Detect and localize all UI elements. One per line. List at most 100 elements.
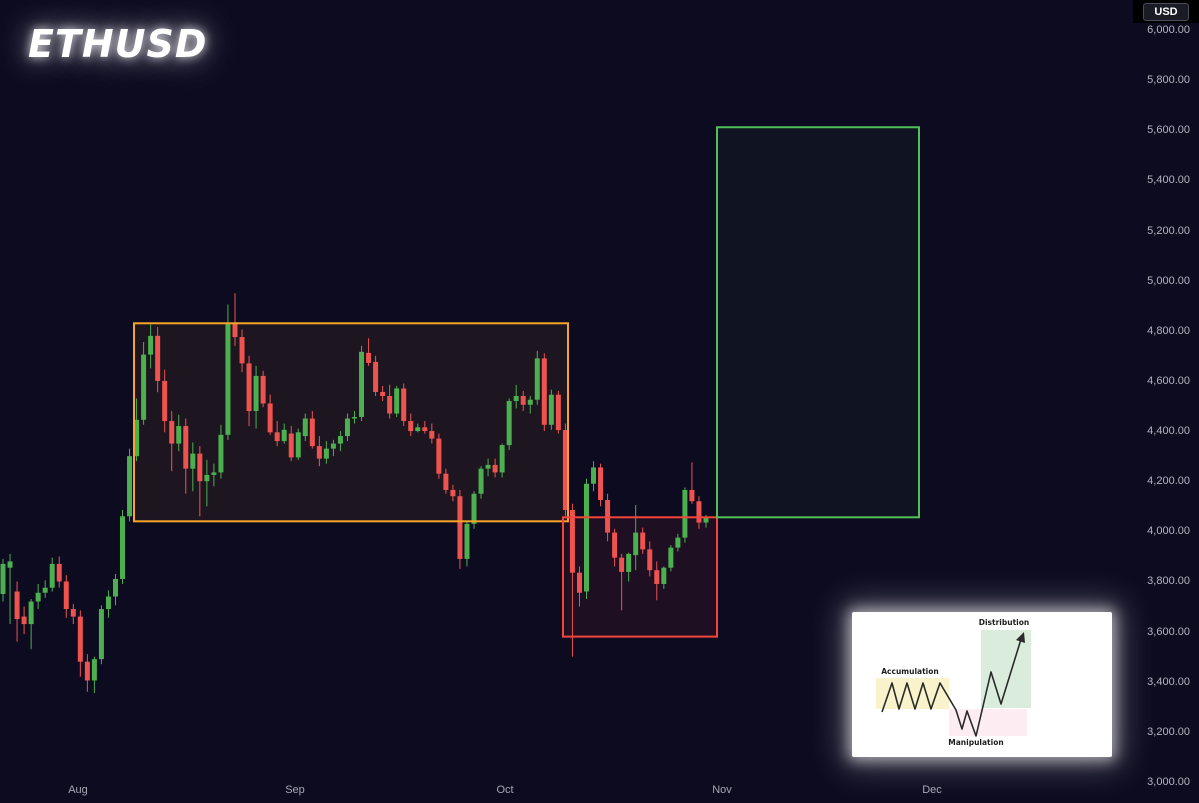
candle [295,428,301,460]
candle [105,590,111,618]
price-axis-label: 4,000.00 [1147,525,1190,538]
manipulation-range-box[interactable] [562,516,718,638]
candle [359,345,365,422]
candle [302,413,308,442]
candle [478,466,484,499]
candle [380,385,386,401]
candle [0,558,6,602]
candle [485,458,491,477]
candle [401,383,407,427]
time-axis-label: Oct [496,784,514,796]
candle [464,521,470,567]
candle [541,353,547,432]
candle [127,448,133,522]
candle [429,423,435,444]
candle [316,436,322,467]
candle [555,390,561,434]
price-axis-label: 5,800.00 [1147,74,1190,87]
up-arrow-icon [1016,632,1025,643]
candle [337,431,343,452]
candle [260,370,266,408]
price-axis-label: 3,800.00 [1147,575,1190,588]
price-path-line [881,635,1023,737]
candle [323,441,329,464]
manipulation-label: Manipulation [948,738,1003,747]
candle [387,384,393,419]
candle [492,458,498,478]
candle [612,528,618,567]
candle [520,390,526,412]
candle [654,561,660,601]
wyckoff-schematic-diagram: Accumulation Manipulation Distribution [876,618,1031,747]
candle [134,398,140,462]
candle [506,398,512,451]
candle [661,566,667,589]
price-axis-label: 3,000.00 [1147,776,1190,788]
candle [35,583,41,610]
candle [408,413,414,437]
candle [598,463,604,507]
candle [63,575,69,618]
manipulation-phase-box [949,709,1027,736]
candle [619,553,625,611]
candle [422,421,428,434]
candle [239,329,245,373]
price-axis-label: 4,400.00 [1147,425,1190,438]
candle [689,462,695,504]
time-axis-label: Aug [68,784,88,796]
candle [77,610,83,677]
price-axis-label: 4,800.00 [1147,324,1190,337]
time-axis[interactable]: Aug Sep Oct Nov Dec [0,781,1199,803]
candle [197,446,203,517]
candle [225,304,231,440]
candle [436,433,442,479]
candle [218,424,224,479]
candle [28,599,34,650]
candle [148,324,154,369]
candle [267,394,273,435]
candle [534,350,540,405]
candle [682,487,688,543]
candle [211,463,217,487]
price-axis[interactable]: 6,000.00 5,800.00 5,600.00 5,400.00 5,200.00… [1133,0,1199,803]
candle [373,355,379,396]
candle [583,478,589,600]
price-axis-label: 4,200.00 [1147,475,1190,488]
candle [668,545,674,572]
price-axis-label: 5,400.00 [1147,174,1190,187]
candle [647,541,653,577]
price-axis-label: 5,600.00 [1147,124,1190,137]
candle [394,385,400,418]
candle [471,491,477,529]
candle [527,395,533,414]
price-axis-label: 3,200.00 [1147,725,1190,738]
candle [91,656,97,694]
candle [112,573,118,606]
candle [640,527,646,554]
candle [633,505,639,571]
candle [499,443,505,478]
candle [626,552,632,582]
candle [450,484,456,502]
candle [49,557,55,592]
candle [344,413,350,442]
price-axis-label: 5,200.00 [1147,224,1190,237]
candle [591,461,597,492]
price-axis-label: 3,400.00 [1147,675,1190,688]
accumulation-range-box[interactable] [133,322,569,523]
candle [576,566,582,607]
candle [84,654,90,692]
candle [155,327,161,393]
candle [548,389,554,430]
time-axis-label: Dec [922,784,942,796]
price-axis-label: 4,600.00 [1147,374,1190,387]
price-axis-label: 6,000.00 [1147,24,1190,36]
wyckoff-schematic-inset: Accumulation Manipulation Distribution [852,612,1112,757]
price-axis-label: 3,600.00 [1147,625,1190,638]
distribution-phase-box [981,630,1031,708]
candle [457,489,463,569]
candle [176,414,182,452]
distribution-target-box[interactable] [716,126,920,519]
currency-button[interactable]: USD [1143,2,1189,21]
